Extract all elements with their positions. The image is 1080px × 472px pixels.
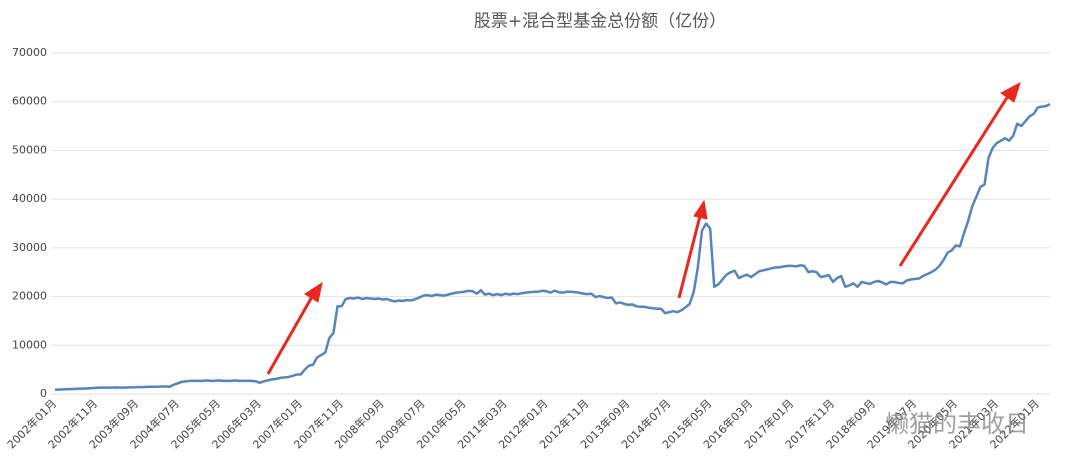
data-line [55,103,1051,391]
arrow [677,215,702,299]
arrow-head [1000,81,1021,103]
y-tick-label: 50000 [12,143,47,156]
arrows [266,81,1021,375]
y-tick-label: 10000 [12,338,47,351]
y-tick-label: 70000 [12,46,47,59]
y-tick-label: 20000 [12,290,47,303]
y-tick-label: 30000 [12,241,47,254]
y-tick-label: 60000 [12,95,47,108]
chart-title: 股票+混合型基金总份额（亿份） [474,12,726,32]
y-tick-label: 0 [40,387,47,400]
y-tick-label: 40000 [12,192,47,205]
arrow [266,294,315,375]
arrow-head [304,281,323,303]
arrow [898,95,1010,267]
arrow-head [693,199,708,220]
watermark: 懒猫的丰收日 [885,410,1029,438]
